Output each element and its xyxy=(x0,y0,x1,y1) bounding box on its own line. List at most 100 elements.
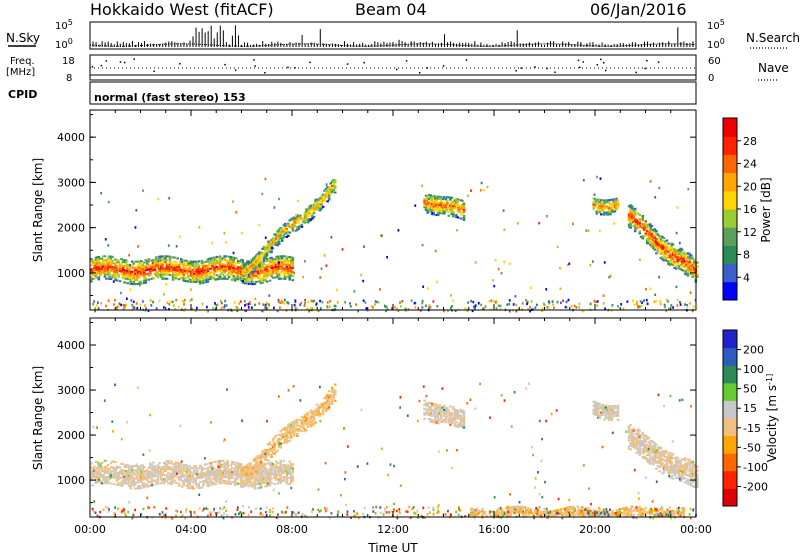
velocity-cell xyxy=(264,467,267,470)
power-cell xyxy=(224,265,228,268)
power-cell xyxy=(317,309,320,313)
power-cell xyxy=(146,262,149,265)
freq-dot xyxy=(596,63,599,66)
power-cell xyxy=(279,237,282,240)
power-cell xyxy=(200,263,204,266)
power-cell xyxy=(436,203,440,206)
velocity-cell xyxy=(317,410,320,413)
power-cell xyxy=(99,263,102,266)
power-cell xyxy=(385,305,388,308)
power-cell xyxy=(467,301,470,304)
power-cell xyxy=(318,203,322,206)
power-cell xyxy=(609,207,612,210)
velocity-cell xyxy=(191,487,195,490)
power-cell xyxy=(258,223,261,227)
velocity-cell xyxy=(156,466,160,469)
power-cell xyxy=(399,301,401,304)
velocity-cell xyxy=(179,477,182,480)
velocity-cell xyxy=(194,467,198,470)
power-cell xyxy=(652,242,655,245)
power-cell xyxy=(692,258,696,261)
velocity-cell xyxy=(277,439,281,442)
power-cell xyxy=(199,280,202,283)
power-cell xyxy=(610,198,614,201)
velocity-cell xyxy=(102,470,105,473)
velocity-cell xyxy=(311,416,314,419)
velocity-cell xyxy=(449,417,452,420)
power-cell xyxy=(99,267,102,270)
velocity-cell xyxy=(595,403,599,406)
velocity-cell xyxy=(117,484,120,487)
power-cell xyxy=(647,239,651,242)
power-cell xyxy=(427,199,431,203)
velocity-cell xyxy=(321,409,325,412)
power-cell xyxy=(124,271,128,274)
velocity-cell xyxy=(264,481,267,484)
power-cell xyxy=(652,228,655,231)
velocity-cell xyxy=(239,483,243,486)
power-cell xyxy=(189,264,193,267)
power-cell xyxy=(493,300,495,303)
velocity-cell xyxy=(279,442,282,445)
velocity-cell xyxy=(265,480,269,483)
power-cell xyxy=(212,270,216,273)
power-cell xyxy=(455,213,458,217)
velocity-cell xyxy=(258,480,261,483)
velocity-cell xyxy=(455,421,458,424)
velocity-cell xyxy=(300,416,304,419)
power-cell xyxy=(258,263,261,266)
velocity-cell xyxy=(215,478,219,481)
velocity-cell xyxy=(246,474,249,477)
velocity-cell xyxy=(286,464,290,467)
velocity-cell xyxy=(642,451,646,454)
power-cell xyxy=(333,181,337,184)
power-cell xyxy=(214,278,217,281)
velocity-cell xyxy=(265,451,269,454)
velocity-cell xyxy=(294,427,298,430)
power-cell xyxy=(384,305,387,309)
power-cell xyxy=(447,206,451,209)
power-cell xyxy=(286,274,290,277)
velocity-cell xyxy=(311,414,314,417)
velocity-cell xyxy=(239,481,243,484)
power-cell xyxy=(194,280,198,284)
power-cell xyxy=(232,264,236,267)
power-cell xyxy=(662,245,666,248)
nave-label: Nave xyxy=(758,61,789,75)
velocity-cell xyxy=(256,467,260,470)
power-cell xyxy=(603,199,606,202)
power-cell xyxy=(227,272,231,275)
velocity-cell xyxy=(227,474,231,477)
power-cell xyxy=(173,260,176,263)
power-cell xyxy=(139,303,142,307)
velocity-cell xyxy=(194,473,198,476)
velocity-cell xyxy=(129,477,132,480)
velocity-cell xyxy=(477,509,481,512)
velocity-cell xyxy=(499,512,502,515)
velocity-cell xyxy=(635,441,638,444)
power-cell xyxy=(649,241,652,244)
velocity-cell xyxy=(508,510,511,513)
velocity-cell xyxy=(100,480,104,483)
velocity-cell xyxy=(279,480,282,483)
power-cell xyxy=(454,309,457,313)
velocity-cell xyxy=(96,460,99,463)
freq-frame xyxy=(89,54,697,81)
velocity-cell xyxy=(303,420,307,423)
power-cell xyxy=(99,261,102,264)
power-cell xyxy=(220,277,223,280)
velocity-cell xyxy=(438,406,442,409)
velocity-cell xyxy=(446,407,449,410)
power-cell xyxy=(691,257,695,260)
velocity-cell xyxy=(264,471,267,474)
power-cell xyxy=(329,192,332,195)
power-cell xyxy=(250,264,254,268)
velocity-cell xyxy=(453,412,457,415)
power-cell xyxy=(643,299,645,302)
velocity-cell xyxy=(638,439,642,442)
velocity-cell xyxy=(256,487,260,490)
velocity-cell xyxy=(696,481,699,484)
velocity-cell xyxy=(632,439,635,442)
power-colorbar-cell xyxy=(723,172,737,192)
